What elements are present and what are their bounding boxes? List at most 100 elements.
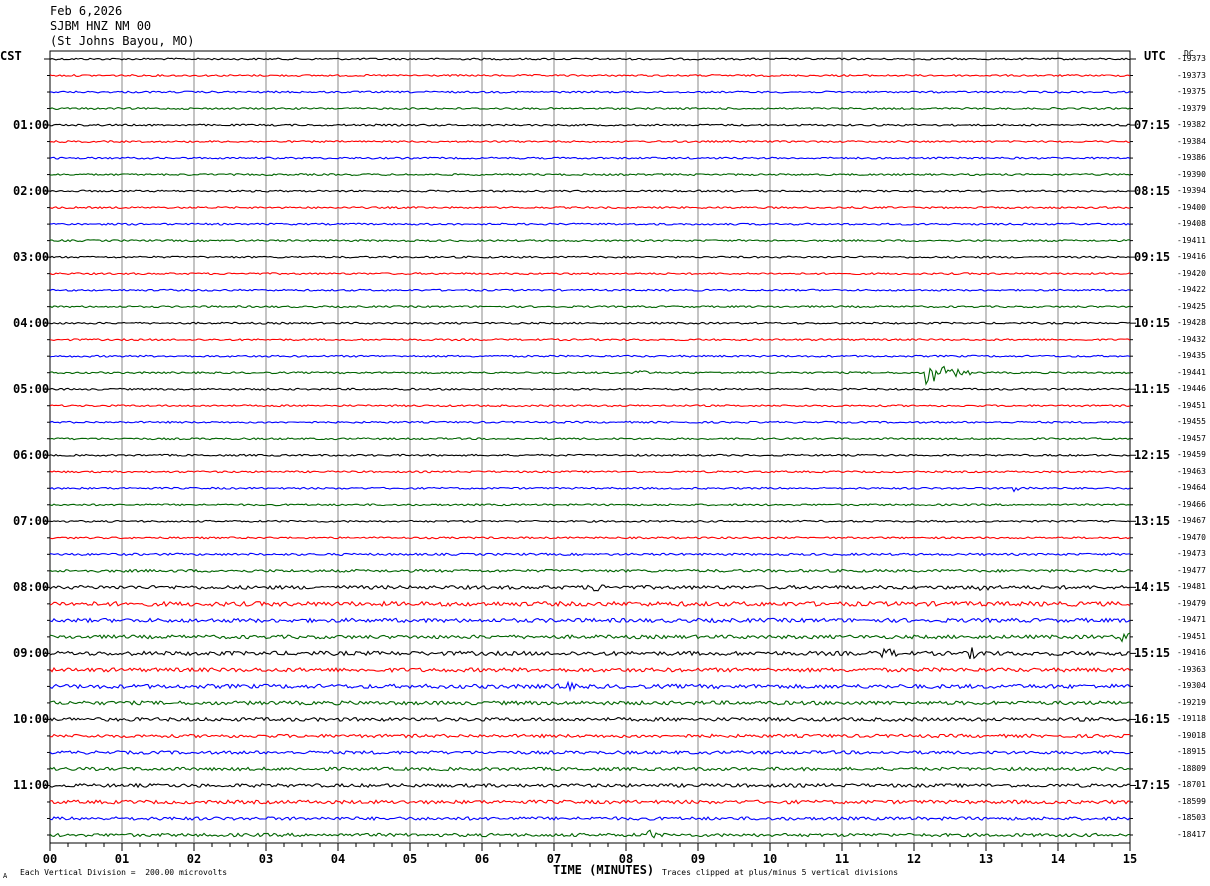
dc-offset-label: -19384: [1177, 136, 1206, 146]
seismic-trace: [49, 552, 1131, 557]
left-hour-label: 10:00: [13, 712, 50, 727]
seismic-trace: [49, 568, 1131, 574]
dc-offset-label: -19471: [1177, 615, 1206, 625]
seismic-trace: [49, 156, 1131, 160]
x-tick-label: 07: [546, 852, 562, 866]
seismic-trace: [49, 816, 1131, 821]
seismic-trace: [49, 305, 1131, 309]
seismic-trace: [49, 271, 1131, 276]
x-tick-label: 12: [906, 852, 922, 866]
right-hour-label: 07:15: [1134, 118, 1171, 133]
x-tick-label: 08: [618, 852, 634, 866]
left-hour-label: 01:00: [13, 118, 50, 133]
seismic-trace: [49, 829, 1131, 839]
dc-offset-label: -19408: [1177, 219, 1206, 229]
dc-offset-label: -19481: [1177, 582, 1206, 592]
dc-offset-label: -18503: [1177, 813, 1206, 823]
dc-offset-label: -19416: [1177, 252, 1206, 262]
dc-offset-label: -19390: [1177, 169, 1206, 179]
seismic-trace: [49, 600, 1131, 608]
dc-offset-label: -19425: [1177, 301, 1206, 311]
left-hour-label: 08:00: [13, 580, 50, 595]
seismic-trace: [49, 699, 1131, 706]
right-hour-label: 14:15: [1134, 580, 1171, 595]
dc-offset-label: -19219: [1177, 697, 1206, 707]
seismic-trace: [49, 338, 1131, 342]
seismic-trace: [49, 354, 1131, 358]
clip-note: Traces clipped at plus/minus 5 vertical …: [662, 868, 899, 877]
seismic-trace: [50, 222, 1131, 226]
seismic-trace: [49, 749, 1131, 755]
seismic-trace: [49, 647, 1131, 660]
dc-offset-label: -19304: [1177, 681, 1206, 691]
dc-offset-label: -19451: [1177, 631, 1206, 641]
seismic-trace: [49, 617, 1131, 624]
dc-offset-label: -18599: [1177, 796, 1206, 806]
dc-offset-label: -19470: [1177, 532, 1206, 542]
seismic-trace: [49, 799, 1131, 805]
dc-offset-label: -19386: [1177, 153, 1206, 163]
right-hour-label: 17:15: [1134, 778, 1171, 793]
dc-offset-label: -19441: [1177, 367, 1206, 377]
dc-offset-label: -19455: [1177, 417, 1206, 427]
dc-offset-label: -18417: [1177, 830, 1206, 839]
dc-offset-label: -19464: [1177, 483, 1206, 493]
right-hour-label: 13:15: [1134, 514, 1171, 529]
station-location: (St Johns Bayou, MO): [50, 34, 195, 48]
right-hour-label: 16:15: [1134, 712, 1171, 727]
plot-frame: [49, 50, 1131, 844]
right-hour-label: 09:15: [1134, 250, 1171, 265]
seismic-trace: [49, 288, 1131, 292]
left-hour-label: 06:00: [13, 448, 50, 463]
seismic-trace: [49, 205, 1130, 210]
x-tick-label: 05: [402, 852, 418, 866]
dc-offset-label: -19463: [1177, 466, 1206, 476]
right-hour-label: 11:15: [1134, 382, 1171, 397]
left-timezone-label: CST: [0, 49, 22, 63]
dc-offset-label: -19459: [1177, 450, 1206, 460]
seismic-trace: [49, 716, 1131, 723]
left-hour-label: 11:00: [13, 778, 50, 793]
seismic-trace: [49, 140, 1130, 144]
x-tick-label: 00: [42, 852, 58, 866]
x-tick-label: 02: [186, 852, 202, 866]
seismic-trace: [49, 666, 1131, 673]
seismic-trace: [49, 453, 1131, 457]
x-tick-label: 13: [978, 852, 994, 866]
left-hour-label: 09:00: [13, 646, 50, 661]
seismic-trace: [49, 106, 1131, 111]
x-tick-label: 03: [258, 852, 274, 866]
seismic-trace: [49, 420, 1131, 424]
left-hour-label: 05:00: [13, 382, 50, 397]
seismic-trace: [49, 584, 1131, 592]
seismic-trace: [49, 173, 1131, 177]
x-axis-title: TIME (MINUTES): [553, 863, 655, 877]
seismic-trace: [49, 782, 1131, 789]
dc-offset-label: -19446: [1177, 384, 1206, 394]
right-hour-label: 08:15: [1134, 184, 1171, 199]
seismic-trace: [49, 239, 1131, 243]
seismic-trace: [49, 519, 1131, 523]
x-tick-label: 10: [762, 852, 778, 866]
plot-date: Feb 6,2026: [50, 4, 123, 18]
x-tick-label: 09: [690, 852, 706, 866]
dc-offset-label: -19457: [1177, 433, 1206, 443]
x-tick-label: 06: [474, 852, 490, 866]
x-tick-label: 11: [834, 852, 850, 866]
seismic-trace: [49, 321, 1131, 325]
dc-offset-label: -19479: [1177, 598, 1206, 608]
dc-offset-label: -19451: [1177, 400, 1206, 410]
dc-offset-label: -19467: [1177, 516, 1206, 526]
dc-offset-label: -19435: [1177, 351, 1206, 361]
dc-offset-label: -19018: [1177, 730, 1206, 740]
dc-offset-label: -19420: [1177, 268, 1206, 278]
left-hour-label: 04:00: [13, 316, 50, 331]
dc-offset-label: -19422: [1177, 285, 1206, 295]
dc-offset-label: -19118: [1177, 714, 1206, 724]
dc-offset-label: -18701: [1177, 780, 1206, 790]
seismic-trace: [49, 733, 1131, 739]
seismic-trace: [49, 503, 1131, 507]
dc-offset-label: -19411: [1177, 235, 1206, 245]
right-timezone-label: UTC: [1144, 49, 1166, 63]
